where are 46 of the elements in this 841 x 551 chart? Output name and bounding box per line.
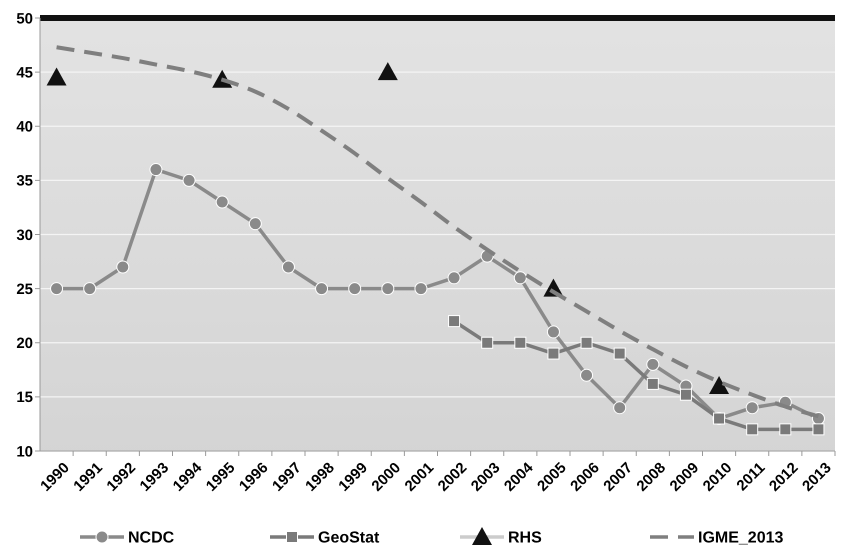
y-tick-label: 15 bbox=[16, 389, 33, 406]
point bbox=[746, 423, 758, 436]
point bbox=[448, 315, 460, 328]
point bbox=[414, 282, 428, 296]
legend-label: NCDC bbox=[128, 530, 175, 547]
y-tick-label: 20 bbox=[16, 335, 33, 352]
legend-label: IGME_2013 bbox=[698, 530, 784, 547]
point bbox=[646, 358, 660, 371]
point bbox=[709, 376, 730, 394]
y-tick-label: 35 bbox=[16, 172, 33, 190]
point bbox=[514, 336, 526, 349]
legend-label: GeoStat bbox=[318, 530, 380, 547]
point bbox=[448, 271, 461, 284]
point bbox=[779, 423, 792, 436]
point bbox=[315, 282, 328, 296]
point bbox=[282, 260, 295, 274]
point bbox=[481, 336, 494, 349]
point bbox=[116, 260, 130, 274]
y-tick-label: 25 bbox=[16, 280, 33, 298]
y-tick-label: 50 bbox=[16, 10, 33, 28]
point bbox=[348, 282, 362, 296]
point bbox=[614, 348, 626, 360]
point bbox=[381, 282, 394, 296]
point bbox=[149, 163, 162, 176]
point bbox=[248, 217, 262, 230]
point bbox=[46, 68, 67, 86]
point bbox=[50, 282, 64, 296]
y-tick-label: 10 bbox=[16, 443, 33, 460]
y-tick-label: 30 bbox=[16, 226, 33, 244]
point bbox=[514, 271, 527, 284]
point bbox=[547, 348, 560, 360]
point bbox=[546, 325, 560, 338]
y-tick-label: 45 bbox=[16, 64, 33, 82]
point bbox=[83, 282, 96, 296]
point bbox=[646, 378, 659, 390]
point bbox=[580, 368, 594, 382]
point bbox=[746, 401, 759, 414]
point bbox=[378, 62, 398, 80]
point bbox=[182, 174, 196, 187]
y-tick-label: 40 bbox=[16, 118, 33, 136]
point bbox=[216, 196, 229, 209]
point bbox=[580, 336, 593, 349]
legend-label: RHS bbox=[508, 530, 542, 547]
point bbox=[680, 388, 692, 401]
point bbox=[613, 401, 626, 414]
point bbox=[812, 423, 824, 436]
